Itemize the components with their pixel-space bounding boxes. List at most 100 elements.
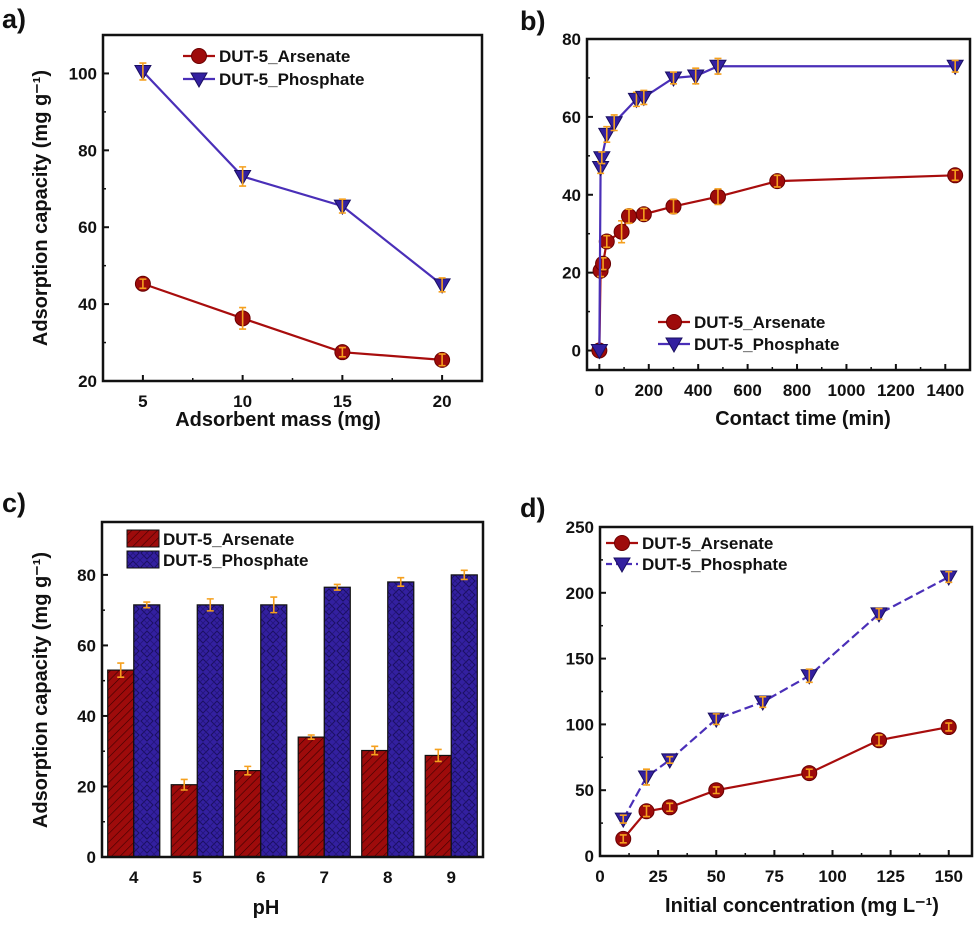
- bar-arsenate: [424, 754, 452, 858]
- error-bar: [945, 722, 953, 732]
- bar-phosphate: [196, 604, 224, 858]
- x-tick-label: 0: [595, 867, 604, 886]
- error-bar: [434, 748, 442, 763]
- y-axis-title: Adsorption capacity (mg g⁻¹): [30, 552, 52, 828]
- x-tick-label: 125: [876, 867, 904, 886]
- bar-arsenate: [107, 669, 135, 858]
- x-tick-label: 5: [193, 868, 202, 887]
- error-bar: [139, 278, 147, 290]
- error-bar: [139, 62, 147, 81]
- x-tick-label: 20: [433, 392, 452, 411]
- error-bar: [692, 67, 700, 85]
- plot-frame: [100, 520, 485, 859]
- error-bar: [603, 234, 611, 249]
- y-tick-label: 80: [78, 141, 97, 160]
- error-bar: [333, 583, 341, 591]
- legend-label: DUT-5_Arsenate: [219, 47, 350, 66]
- plot-frame: [101, 33, 484, 383]
- x-axis-title: Contact time (min): [715, 408, 891, 430]
- y-axis-title: Adsorption capacity (mg g⁻¹): [30, 70, 52, 346]
- error-bar: [117, 662, 125, 678]
- error-bar: [244, 765, 252, 776]
- error-bar: [338, 346, 346, 358]
- plot-frame: [598, 525, 974, 858]
- error-bar: [951, 59, 959, 73]
- error-bar: [438, 277, 446, 293]
- legend-label: DUT-5_Arsenate: [163, 530, 294, 549]
- y-tick-label: 0: [572, 342, 581, 361]
- x-tick-label: 150: [935, 867, 963, 886]
- error-bar: [643, 805, 650, 818]
- error-bar: [338, 198, 346, 214]
- x-tick-label: 0: [595, 381, 604, 400]
- legend-label: DUT-5_Arsenate: [642, 534, 773, 553]
- error-bar: [603, 125, 611, 143]
- error-bar: [610, 114, 618, 132]
- y-tick-label: 40: [77, 707, 96, 726]
- y-tick-label: 40: [78, 295, 97, 314]
- x-tick-label: 5: [138, 392, 147, 411]
- error-bar: [239, 166, 247, 187]
- x-tick-label: 1400: [926, 381, 964, 400]
- error-bar: [759, 695, 767, 709]
- error-bar: [640, 89, 648, 106]
- series-line-phosphate: [142, 70, 443, 286]
- error-bar: [714, 57, 722, 75]
- error-bar: [666, 802, 674, 813]
- x-tick-label: 200: [635, 381, 663, 400]
- error-bar: [714, 188, 722, 206]
- legend-marker: [614, 535, 630, 551]
- y-tick-label: 20: [562, 264, 581, 283]
- x-tick-label: 100: [818, 867, 846, 886]
- y-tick-label: 80: [77, 566, 96, 585]
- error-bar: [805, 668, 813, 684]
- bar-arsenate: [297, 736, 325, 858]
- y-tick-label: 60: [77, 636, 96, 655]
- error-bar: [438, 353, 446, 367]
- y-tick-label: 0: [585, 847, 594, 866]
- x-tick-label: 600: [733, 381, 761, 400]
- panel-label: a): [2, 4, 26, 34]
- x-tick-label: 1200: [877, 381, 915, 400]
- x-axis-title: Initial concentration (mg L⁻¹): [665, 895, 939, 917]
- panel-label: d): [520, 493, 545, 523]
- plot-frame: [585, 37, 972, 372]
- error-bar: [669, 198, 677, 215]
- chart-panel-a: a) 20 40 60 80 100 5 10 15 20 Adsorbent mass (mg) A…: [2, 4, 484, 431]
- error-bar: [945, 570, 953, 584]
- x-tick-label: 8: [383, 868, 392, 887]
- bar-arsenate: [170, 784, 198, 858]
- error-bar: [371, 745, 379, 756]
- x-axis-title: Adsorbent mass (mg): [175, 409, 381, 431]
- legend-marker: [190, 72, 208, 89]
- legend-marker: [666, 314, 682, 330]
- legend-label: DUT-5_Arsenate: [694, 313, 825, 332]
- error-bar: [625, 208, 633, 224]
- series-line-arsenate: [142, 282, 443, 361]
- y-tick-label: 50: [575, 781, 594, 800]
- x-tick-label: 9: [447, 868, 456, 887]
- legend-marker: [665, 337, 683, 354]
- legend-label: DUT-5_Phosphate: [219, 70, 364, 89]
- y-tick-label: 100: [69, 64, 97, 83]
- x-tick-label: 15: [333, 392, 352, 411]
- y-tick-label: 20: [77, 777, 96, 796]
- legend-swatch: [126, 529, 160, 548]
- y-tick-label: 250: [566, 518, 594, 537]
- error-bar: [669, 71, 677, 85]
- series-line-arsenate: [622, 725, 949, 840]
- x-tick-label: 25: [649, 867, 668, 886]
- x-tick-label: 7: [320, 868, 329, 887]
- error-bar: [143, 601, 151, 609]
- y-tick-label: 20: [78, 372, 97, 391]
- bar-arsenate: [361, 749, 389, 858]
- error-bar: [619, 834, 627, 844]
- x-axis-title: pH: [253, 897, 280, 919]
- error-bar: [598, 151, 606, 165]
- error-bar: [640, 207, 648, 221]
- legend-marker: [613, 557, 631, 574]
- error-bar: [666, 755, 674, 765]
- y-tick-label: 40: [562, 186, 581, 205]
- error-bar: [270, 596, 278, 614]
